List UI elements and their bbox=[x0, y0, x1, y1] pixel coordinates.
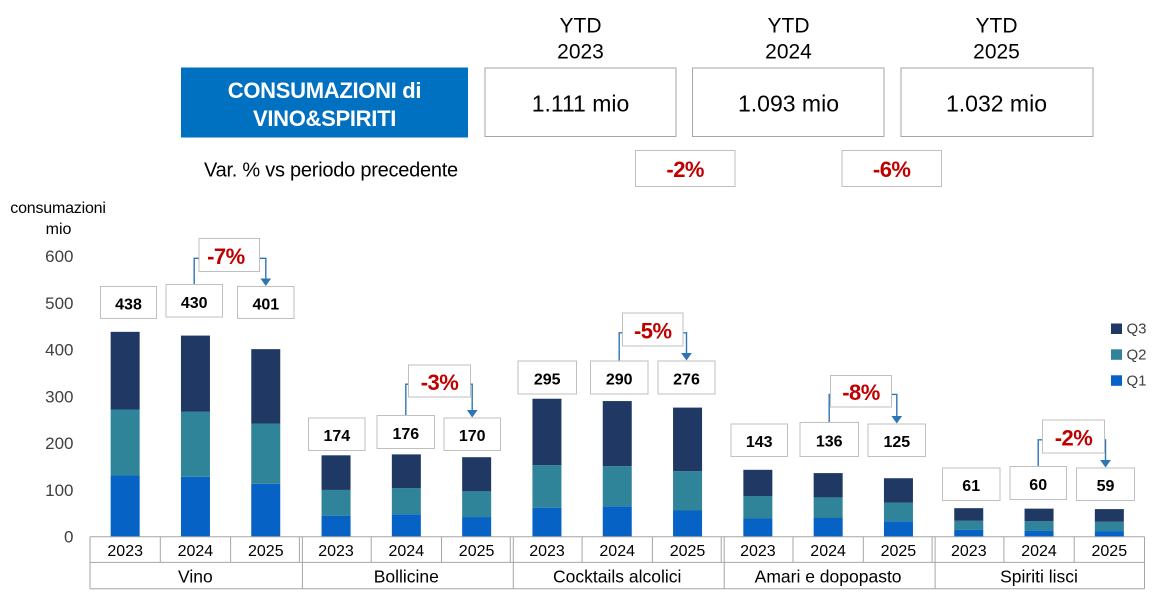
svg-text:2023: 2023 bbox=[318, 543, 354, 560]
svg-text:170: 170 bbox=[459, 428, 486, 445]
svg-text:1.111 mio: 1.111 mio bbox=[532, 91, 630, 117]
svg-text:2025: 2025 bbox=[670, 543, 706, 560]
svg-text:-6%: -6% bbox=[873, 157, 911, 182]
svg-text:500: 500 bbox=[45, 294, 73, 313]
svg-text:59: 59 bbox=[1097, 478, 1115, 495]
svg-text:290: 290 bbox=[606, 372, 633, 389]
svg-text:1.032 mio: 1.032 mio bbox=[946, 91, 1047, 117]
svg-text:0: 0 bbox=[64, 528, 73, 547]
svg-text:2025: 2025 bbox=[248, 543, 284, 560]
svg-text:600: 600 bbox=[45, 247, 73, 266]
svg-text:-3%: -3% bbox=[421, 370, 459, 395]
svg-text:YTD: YTD bbox=[768, 15, 810, 38]
svg-text:300: 300 bbox=[45, 387, 73, 406]
svg-text:2024: 2024 bbox=[178, 543, 214, 560]
svg-text:Spiriti lisci: Spiriti lisci bbox=[1000, 566, 1078, 586]
svg-text:2023: 2023 bbox=[951, 543, 987, 560]
svg-text:Cocktails alcolici: Cocktails alcolici bbox=[553, 566, 681, 586]
svg-text:2024: 2024 bbox=[1021, 543, 1057, 560]
svg-text:2025: 2025 bbox=[881, 543, 917, 560]
svg-text:401: 401 bbox=[252, 297, 279, 314]
svg-text:276: 276 bbox=[673, 372, 700, 389]
svg-text:YTD: YTD bbox=[560, 15, 602, 38]
svg-text:-8%: -8% bbox=[842, 380, 880, 405]
svg-text:1.093 mio: 1.093 mio bbox=[738, 91, 839, 117]
svg-text:2024: 2024 bbox=[810, 543, 846, 560]
svg-text:consumazioni: consumazioni bbox=[10, 200, 105, 217]
svg-text:Vino: Vino bbox=[178, 566, 213, 586]
svg-text:60: 60 bbox=[1029, 477, 1047, 494]
svg-text:2023: 2023 bbox=[740, 543, 776, 560]
svg-text:Bollicine: Bollicine bbox=[374, 566, 439, 586]
svg-text:100: 100 bbox=[45, 481, 73, 500]
svg-text:430: 430 bbox=[181, 295, 208, 312]
svg-text:295: 295 bbox=[534, 372, 561, 389]
svg-text:mio: mio bbox=[46, 221, 72, 238]
svg-text:2025: 2025 bbox=[459, 543, 495, 560]
svg-text:136: 136 bbox=[816, 434, 843, 451]
svg-text:Q1: Q1 bbox=[1127, 372, 1147, 389]
svg-text:400: 400 bbox=[45, 341, 73, 360]
svg-text:-2%: -2% bbox=[1055, 426, 1093, 451]
svg-text:2024: 2024 bbox=[599, 543, 635, 560]
svg-text:61: 61 bbox=[962, 478, 980, 495]
svg-text:2023: 2023 bbox=[557, 41, 604, 64]
svg-text:-2%: -2% bbox=[666, 157, 704, 182]
svg-text:2023: 2023 bbox=[107, 543, 143, 560]
svg-text:143: 143 bbox=[746, 434, 773, 451]
svg-text:200: 200 bbox=[45, 434, 73, 453]
svg-text:-5%: -5% bbox=[634, 319, 672, 344]
svg-text:Var. % vs periodo precedente: Var. % vs periodo precedente bbox=[204, 160, 458, 182]
svg-text:125: 125 bbox=[883, 434, 910, 451]
svg-text:2025: 2025 bbox=[1092, 543, 1128, 560]
svg-text:Amari e dopopasto: Amari e dopopasto bbox=[755, 566, 902, 586]
svg-text:VINO&SPIRITI: VINO&SPIRITI bbox=[253, 106, 396, 131]
svg-text:174: 174 bbox=[323, 428, 350, 445]
svg-text:-7%: -7% bbox=[207, 244, 245, 269]
svg-text:Q2: Q2 bbox=[1127, 346, 1147, 363]
svg-text:176: 176 bbox=[392, 426, 419, 443]
svg-text:YTD: YTD bbox=[976, 15, 1018, 38]
svg-text:438: 438 bbox=[115, 297, 142, 314]
svg-text:2024: 2024 bbox=[765, 41, 812, 64]
svg-text:CONSUMAZIONI di: CONSUMAZIONI di bbox=[228, 78, 422, 103]
svg-text:2023: 2023 bbox=[529, 543, 565, 560]
svg-text:Q3: Q3 bbox=[1127, 321, 1147, 338]
svg-text:2025: 2025 bbox=[973, 41, 1020, 64]
svg-text:2024: 2024 bbox=[389, 543, 425, 560]
